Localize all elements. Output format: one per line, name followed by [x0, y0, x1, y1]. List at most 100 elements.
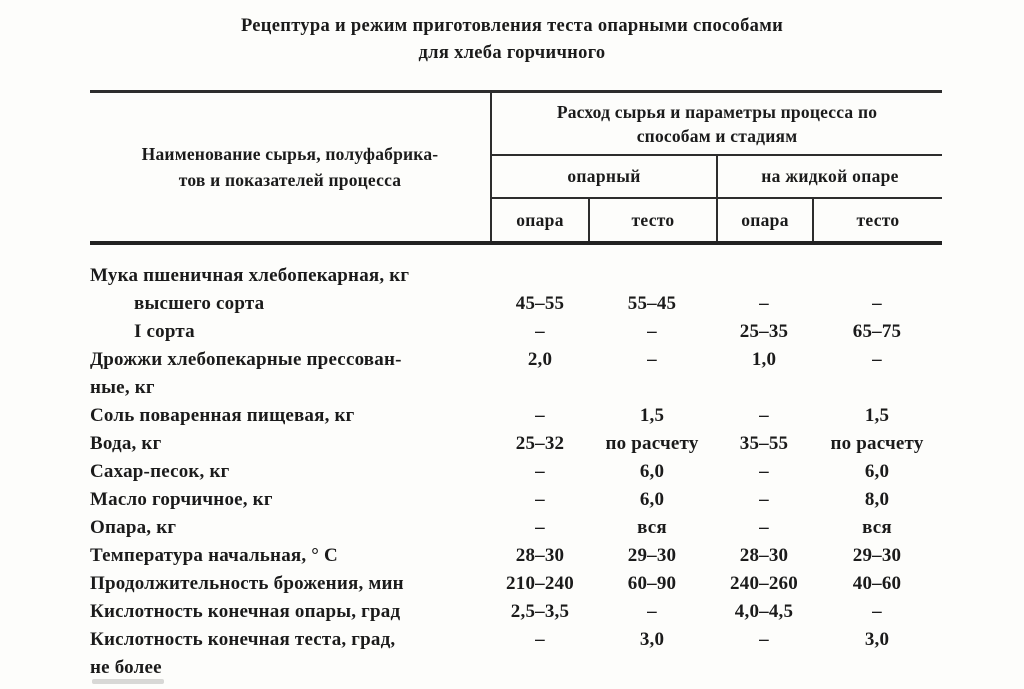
row-value: –	[535, 321, 545, 342]
row-value	[588, 654, 716, 682]
row-value: вся	[862, 517, 892, 538]
row-label: Вода, кг	[90, 433, 162, 454]
table-row: высшего сорта 45–55 55–45 – –	[90, 290, 942, 318]
row-value: 2,0	[527, 349, 553, 370]
row-value: 65–75	[852, 321, 902, 342]
header-stage-opara-1: опара	[516, 209, 564, 230]
row-value: 6,0	[639, 461, 665, 482]
header-name-line-1: Наименование сырья, полуфабрика-	[141, 144, 439, 164]
row-label: Опара, кг	[90, 517, 177, 538]
row-value: 25–35	[739, 321, 789, 342]
header-name-line-2: тов и показателей процесса	[178, 170, 402, 190]
row-value: –	[647, 349, 657, 370]
header-name-column: Наименование сырья, полуфабрика- тов и п…	[90, 93, 492, 241]
row-value: –	[535, 517, 545, 538]
table-row: Мука пшеничная хлебопекарная, кг	[90, 262, 942, 290]
row-value: 1,5	[864, 405, 890, 426]
row-label: высшего сорта	[134, 293, 265, 314]
header-group-title: Расход сырья и параметры процесса по спо…	[492, 93, 942, 156]
row-value: 60–90	[627, 573, 677, 594]
table-row: не более	[90, 654, 942, 682]
row-value: 55–45	[627, 293, 677, 314]
table-header: Наименование сырья, полуфабрика- тов и п…	[90, 90, 942, 245]
row-value: –	[535, 629, 545, 650]
row-value: 1,5	[639, 405, 665, 426]
row-value	[492, 262, 588, 290]
table-row: Дрожжи хлебопекарные прессован- 2,0 – 1,0 –	[90, 346, 942, 374]
row-value: –	[759, 629, 769, 650]
row-label: I сорта	[134, 321, 195, 342]
row-label: Сахар-песок, кг	[90, 461, 230, 482]
table-row: Сахар-песок, кг – 6,0 – 6,0	[90, 458, 942, 486]
row-value	[812, 654, 942, 682]
table-row: Кислотность конечная опары, град 2,5–3,5 –…	[90, 598, 942, 626]
row-value: –	[535, 461, 545, 482]
row-value: 4,0–4,5	[734, 601, 794, 622]
row-value: 1,0	[751, 349, 777, 370]
table-row: I сорта – – 25–35 65–75	[90, 318, 942, 346]
row-label: Кислотность конечная теста, град,	[90, 629, 396, 650]
row-value: 29–30	[852, 545, 902, 566]
row-label: Соль поваренная пищевая, кг	[90, 405, 355, 426]
row-label: Дрожжи хлебопекарные прессован-	[90, 349, 402, 370]
row-value: –	[759, 405, 769, 426]
row-value: 35–55	[739, 433, 789, 454]
row-label: ные, кг	[90, 377, 155, 398]
table-body: Мука пшеничная хлебопекарная, кг высшего …	[90, 245, 942, 682]
table-row: Опара, кг – вся – вся	[90, 514, 942, 542]
row-value: –	[759, 517, 769, 538]
table-row: Температура начальная, ° С 28–30 29–30 28–3…	[90, 542, 942, 570]
table-row: ные, кг	[90, 374, 942, 402]
row-value: 6,0	[639, 489, 665, 510]
row-value: 29–30	[627, 545, 677, 566]
row-value	[716, 262, 812, 290]
header-stage-testo-2: тесто	[812, 199, 942, 241]
row-value: 3,0	[864, 629, 890, 650]
row-value: вся	[637, 517, 667, 538]
row-value: 40–60	[852, 573, 902, 594]
row-value: –	[759, 489, 769, 510]
scan-artifact-line	[92, 679, 164, 684]
row-value: –	[759, 461, 769, 482]
header-stage-testo-1: тесто	[588, 199, 716, 241]
row-value: –	[647, 601, 657, 622]
row-value	[812, 374, 942, 402]
row-value: 240–260	[730, 573, 798, 594]
row-value: 6,0	[864, 461, 890, 482]
row-label: Мука пшеничная хлебопекарная, кг	[90, 265, 410, 286]
table-row: Соль поваренная пищевая, кг – 1,5 – 1,5	[90, 402, 942, 430]
row-label: Температура начальная, ° С	[90, 545, 338, 566]
table-row: Вода, кг 25–32 по расчету 35–55 по расчету	[90, 430, 942, 458]
row-value: –	[535, 489, 545, 510]
row-value	[492, 374, 588, 402]
header-method-sponge: опарный	[567, 166, 641, 186]
row-value: –	[647, 321, 657, 342]
title-line-1: Рецептура и режим приготовления теста оп…	[240, 16, 784, 36]
row-value: –	[535, 405, 545, 426]
header-method-row: опарный на жидкой опаре	[492, 156, 942, 199]
row-value: 28–30	[515, 545, 565, 566]
header-values-section: Расход сырья и параметры процесса по спо…	[492, 93, 942, 241]
row-value: по расчету	[605, 433, 699, 454]
header-method-liquid-sponge: на жидкой опаре	[716, 156, 942, 197]
row-label: не более	[90, 657, 162, 678]
row-value	[716, 654, 812, 682]
row-value	[716, 374, 812, 402]
header-stage-opara-2: опара	[716, 199, 812, 241]
row-value: 3,0	[639, 629, 665, 650]
table-row: Масло горчичное, кг – 6,0 – 8,0	[90, 486, 942, 514]
header-stage-row: опара тесто опара тесто	[492, 199, 942, 241]
row-value: 2,5–3,5	[510, 601, 570, 622]
row-value: 45–55	[515, 293, 565, 314]
title-line-2: для хлеба горчичного	[418, 43, 606, 63]
row-value: –	[872, 601, 882, 622]
row-label: Продолжительность брожения, мин	[90, 573, 404, 594]
row-value	[492, 654, 588, 682]
row-value	[588, 262, 716, 290]
table-row: Продолжительность брожения, мин 210–240 60…	[90, 570, 942, 598]
row-value	[812, 262, 942, 290]
row-value: по расчету	[830, 433, 924, 454]
row-value: –	[872, 349, 882, 370]
row-value: 210–240	[506, 573, 574, 594]
